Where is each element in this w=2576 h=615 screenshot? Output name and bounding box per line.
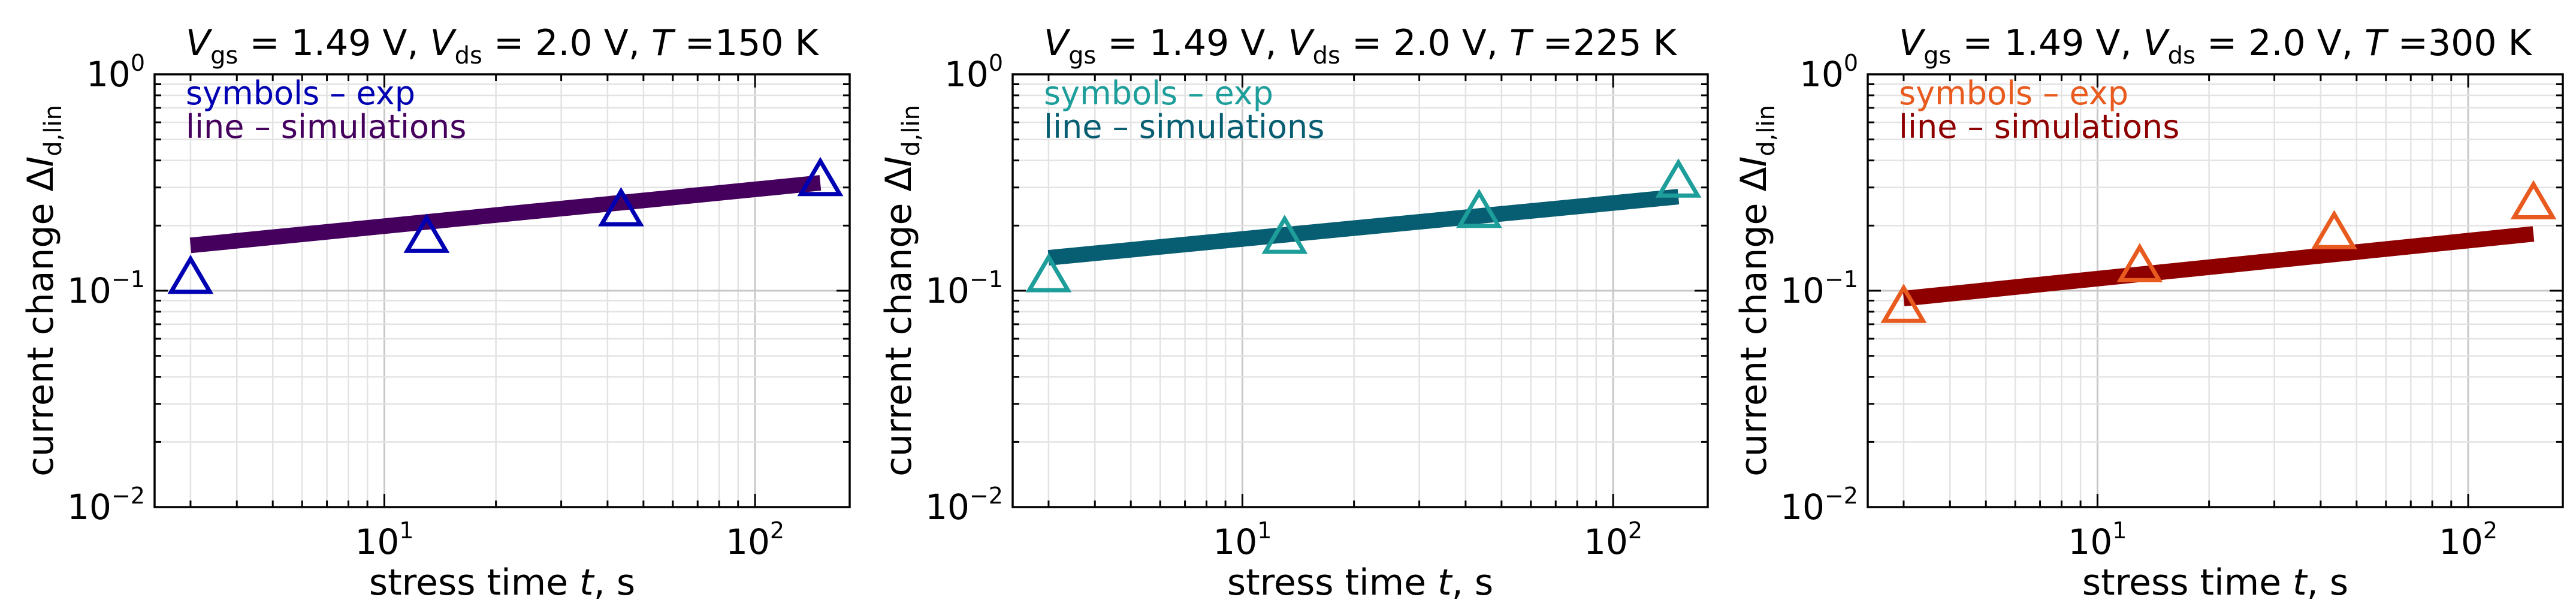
chart-title: Vgs = 1.49 V, Vds = 2.0 V, T =150 K <box>186 22 820 70</box>
y-axis-label: current change ΔId,lin <box>1733 105 1780 477</box>
data-point-triangle <box>2311 210 2357 249</box>
x-axis-label: stress time t, s <box>2082 562 2348 604</box>
legend-symbols-entry: symbols – exp <box>186 74 415 112</box>
y-tick-label: 100 <box>1799 50 1858 95</box>
ticks <box>1868 73 2563 508</box>
x-tick-label: 101 <box>1213 517 1272 562</box>
simulation-line <box>1902 226 2535 307</box>
chart-panel-1: 101 102 100 10−1 10−2 stress time t, s current… <box>20 22 851 604</box>
data-point-triangle <box>1880 284 1927 323</box>
simulation-line <box>1047 189 1680 266</box>
y-axis-label: current change ΔId,lin <box>878 105 925 477</box>
y-tick-label: 10−1 <box>1780 266 1858 311</box>
x-tick-label: 101 <box>355 517 413 562</box>
legend-symbols-entry: symbols – exp <box>1044 74 1273 112</box>
chart-panel-2: 101 102 100 10−1 10−2 stress time t, s current… <box>878 22 1709 604</box>
y-tick-label: 10−1 <box>67 266 145 311</box>
x-axis-label: stress time t, s <box>1227 562 1493 604</box>
data-point-triangle <box>403 213 450 253</box>
ticks <box>1013 73 1708 508</box>
x-axis-label: stress time t, s <box>369 562 635 604</box>
legend-symbols-entry: symbols – exp <box>1899 74 2128 112</box>
ticks <box>155 73 850 508</box>
data-point-triangle <box>598 187 644 227</box>
chart-panel-3: 101 102 100 10−1 10−2 stress time t, s current… <box>1733 22 2564 604</box>
chart-title: Vgs = 1.49 V, Vds = 2.0 V, T =300 K <box>1899 22 2533 70</box>
data-point-triangle <box>2116 243 2163 282</box>
data-point-triangle <box>2510 180 2557 219</box>
x-tick-label: 101 <box>2068 517 2127 562</box>
legend-line-entry: line – simulations <box>1044 108 1324 146</box>
data-point-triangle <box>1025 253 1072 293</box>
data-point-triangle <box>167 254 214 294</box>
chart-title: Vgs = 1.49 V, Vds = 2.0 V, T =225 K <box>1044 22 1678 70</box>
simulation-line <box>189 175 822 254</box>
y-tick-label: 100 <box>944 50 1003 95</box>
y-tick-label: 100 <box>86 50 145 95</box>
x-tick-label: 102 <box>726 517 784 562</box>
x-tick-label: 102 <box>1584 517 1642 562</box>
legend-line-entry: line – simulations <box>186 108 466 146</box>
data-point-triangle <box>797 156 844 197</box>
data-point-triangle <box>1261 215 1308 254</box>
y-tick-label: 10−2 <box>67 483 145 527</box>
data-point-triangle <box>1456 188 1502 228</box>
data-point-triangle <box>1655 158 1702 198</box>
x-tick-label: 102 <box>2439 517 2498 562</box>
legend-line-entry: line – simulations <box>1899 108 2179 146</box>
y-tick-label: 10−2 <box>925 483 1003 527</box>
y-axis-label: current change ΔId,lin <box>20 105 67 477</box>
y-tick-label: 10−2 <box>1780 483 1858 527</box>
y-tick-label: 10−1 <box>925 266 1003 311</box>
grid <box>155 74 850 507</box>
